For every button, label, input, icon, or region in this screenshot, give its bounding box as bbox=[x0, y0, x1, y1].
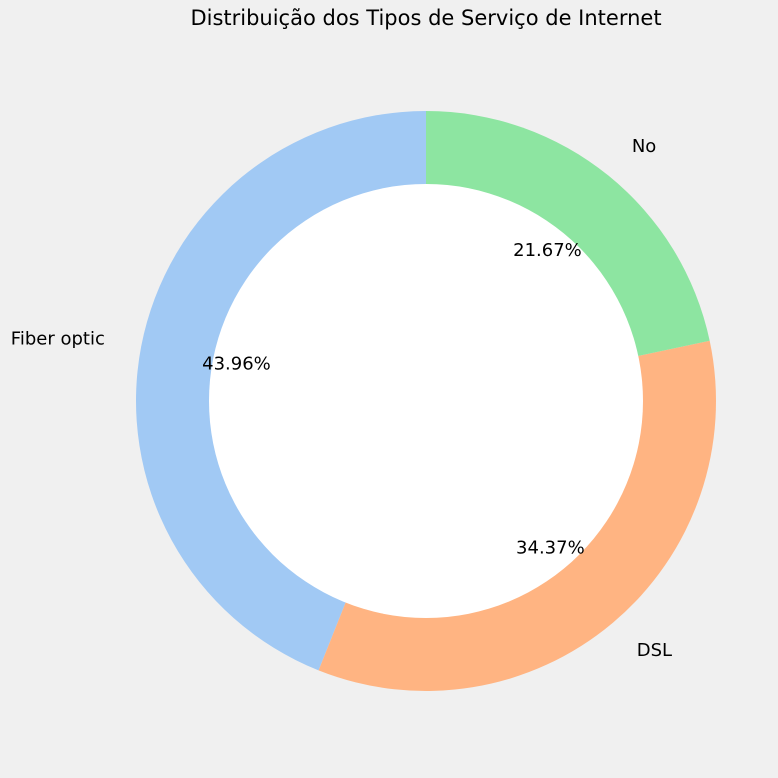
labels-layer: Fiber optic 43.96% DSL 34.37% No 21.67% bbox=[11, 136, 672, 661]
slice-label-dsl: DSL bbox=[637, 640, 672, 661]
pct-label-no: 21.67% bbox=[513, 240, 582, 261]
chart-title: Distribuição dos Tipos de Serviço de Int… bbox=[190, 6, 661, 30]
pct-label-dsl: 34.37% bbox=[516, 538, 585, 559]
donut-hole bbox=[209, 184, 643, 618]
slice-label-fiber-optic: Fiber optic bbox=[11, 328, 105, 349]
pct-label-fiber-optic: 43.96% bbox=[202, 354, 271, 375]
slice-label-no: No bbox=[632, 136, 656, 157]
